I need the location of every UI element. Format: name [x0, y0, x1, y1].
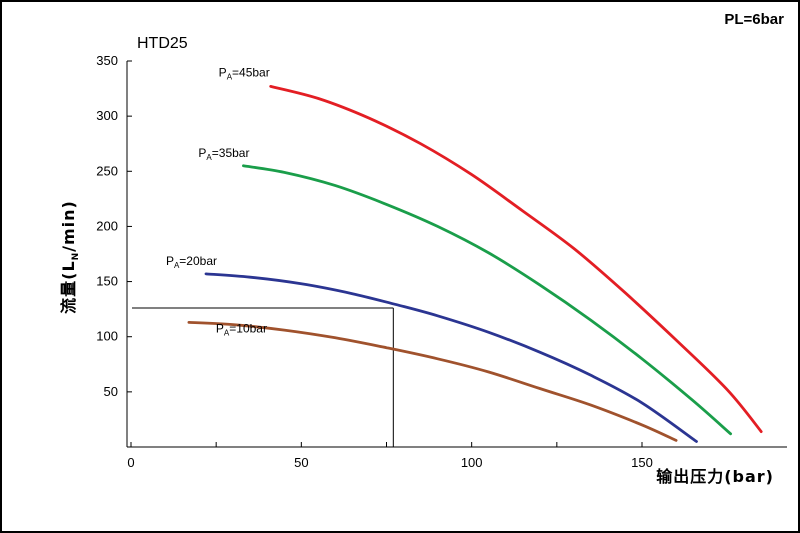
y-tick-label-350: 350	[96, 53, 118, 68]
series-35bar-label: PA=35bar	[198, 146, 249, 162]
y-axis-title-group: 流量(LN/min)	[59, 200, 81, 314]
series-35bar-line	[242, 164, 732, 436]
reference-lines	[132, 307, 394, 447]
series-20bar-line	[204, 272, 698, 443]
series-10bar-label: PA=10bar	[216, 321, 267, 337]
corner-label: PL=6bar	[724, 11, 784, 28]
y-axis-title: 流量(LN/min)	[59, 200, 81, 314]
y-tick-label-150: 150	[96, 274, 118, 289]
x-tick-label-150: 150	[631, 455, 653, 470]
series-45bar-label: PA=45bar	[219, 65, 270, 81]
x-axis-title: 输出压力(bar)	[656, 467, 774, 486]
y-tick-label-300: 300	[96, 108, 118, 123]
y-tick-label-50: 50	[104, 384, 118, 399]
ticks: 50 100 150 200 250 300 350 0 50 100 150	[96, 53, 653, 470]
y-tick-label-200: 200	[96, 218, 118, 233]
x-tick-label-0: 0	[127, 455, 134, 470]
y-tick-label-100: 100	[96, 329, 118, 344]
axes	[126, 61, 787, 448]
series-10bar-line	[187, 320, 678, 442]
x-tick-label-50: 50	[294, 455, 308, 470]
series-45bar-line	[269, 84, 763, 433]
y-tick-label-250: 250	[96, 163, 118, 178]
y-axis-title-text: 流量(LN/min)	[59, 200, 81, 314]
series-20bar-label: PA=20bar	[166, 254, 217, 270]
x-tick-label-100: 100	[461, 455, 483, 470]
series-group: PA=45bar PA=35bar PA=20bar PA=10bar	[166, 65, 763, 443]
chart-title: HTD25	[137, 35, 188, 52]
